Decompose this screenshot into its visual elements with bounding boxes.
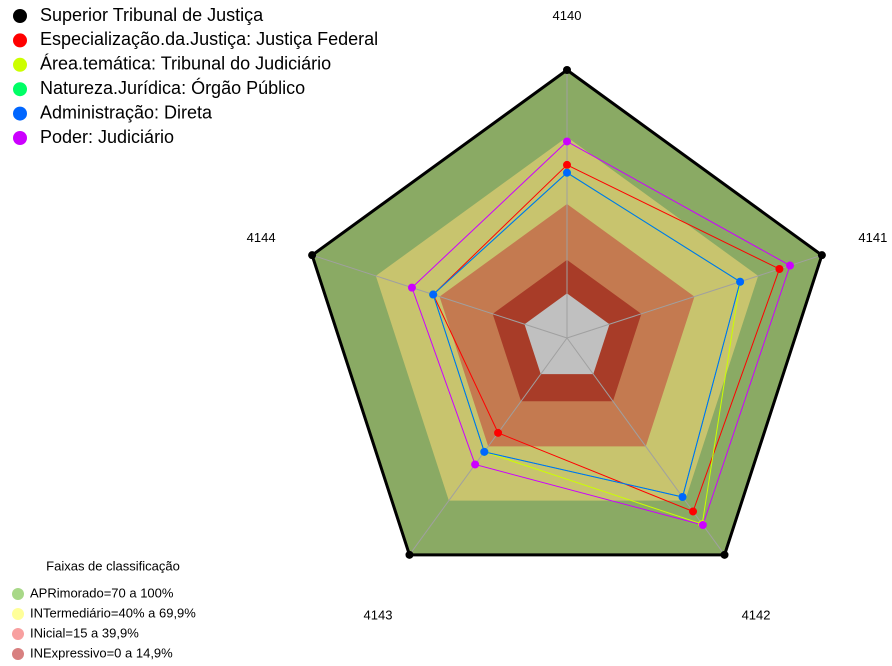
bands-legend-marker: [12, 588, 24, 600]
axis-label: 4141: [858, 230, 887, 245]
axis-label: 4140: [553, 8, 582, 23]
point: [563, 137, 571, 146]
point: [720, 550, 729, 559]
bands-legend-label: INicial=15 a 39,9%: [30, 625, 139, 640]
point: [405, 550, 414, 559]
point: [678, 492, 687, 501]
bands-legend-marker: [12, 648, 24, 660]
point: [817, 251, 826, 260]
bands-legend-label: INTermediário=40% a 69,9%: [30, 605, 196, 620]
spoke: [311, 254, 568, 339]
legend-marker: [13, 131, 27, 145]
point: [429, 290, 438, 299]
point: [480, 447, 489, 456]
axis-label: 4142: [742, 608, 771, 623]
axis-label: 4143: [364, 608, 393, 623]
bands-legend-marker: [12, 608, 24, 620]
bands-legend-label: INExpressivo=0 a 14,9%: [30, 645, 173, 660]
point: [698, 521, 707, 530]
series-line: [411, 140, 791, 526]
point: [563, 160, 571, 169]
legend-marker: [13, 9, 27, 23]
series-line: [432, 164, 781, 513]
point: [563, 168, 571, 177]
point: [689, 507, 698, 516]
series-line: [432, 172, 741, 498]
legend-label: Área.temática: Tribunal do Judiciário: [40, 54, 331, 74]
legend-label: Administração: Direta: [40, 102, 213, 122]
legend-marker: [13, 57, 27, 72]
bands-legend-label: APRimorado=70 a 100%: [30, 585, 174, 600]
point: [407, 283, 416, 292]
bands-legend-marker: [12, 628, 24, 640]
spoke: [409, 337, 568, 556]
point: [775, 264, 784, 273]
point: [471, 460, 480, 469]
legend-marker: [13, 33, 27, 48]
legend-marker: [13, 106, 27, 121]
legend-label: Natureza.Jurídica: Órgão Público: [40, 77, 305, 98]
point: [736, 277, 745, 286]
bands-legend-title: Faixas de classificação: [46, 558, 180, 573]
legend-label: Superior Tribunal de Justiça: [40, 5, 264, 25]
series-line: [310, 68, 824, 557]
spoke: [566, 337, 725, 556]
legend-marker: [13, 82, 27, 97]
point: [563, 66, 571, 74]
legend-label: Especialização.da.Justiça: Justiça Feder…: [40, 29, 378, 49]
point: [308, 251, 317, 260]
legend-label: Poder: Judiciário: [40, 127, 174, 147]
point: [494, 428, 503, 437]
axis-label: 4144: [247, 230, 276, 245]
point: [786, 261, 795, 270]
